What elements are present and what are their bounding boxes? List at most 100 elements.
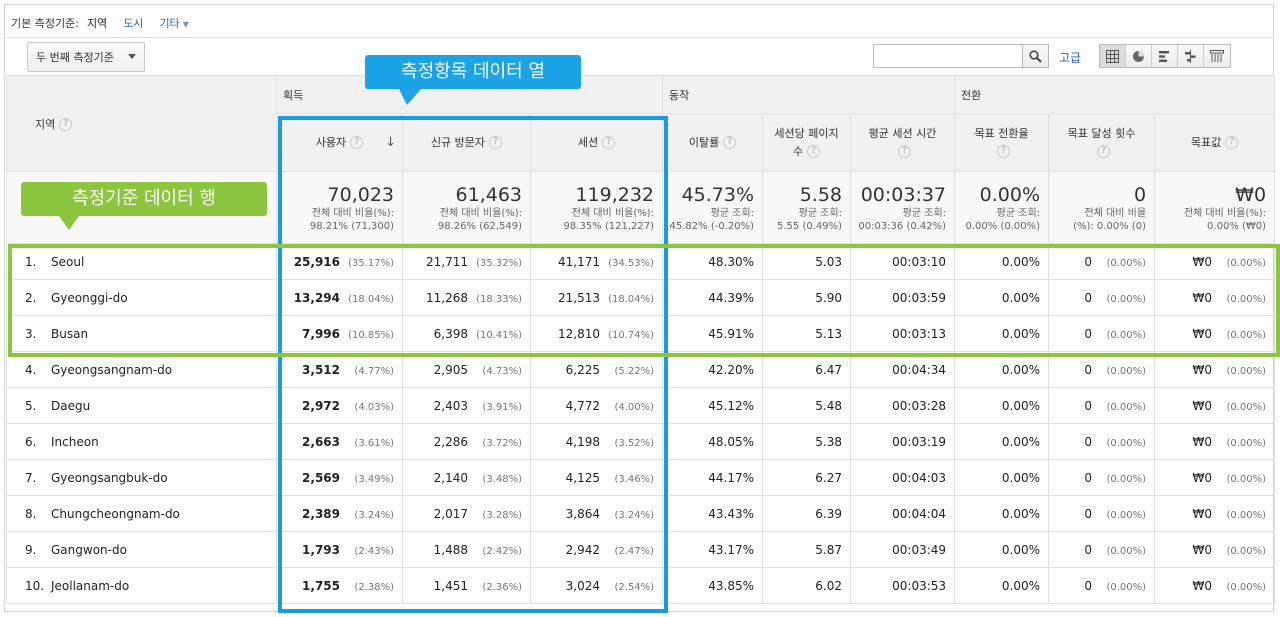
help-icon[interactable]: ? bbox=[1097, 145, 1111, 158]
duration-value: 00:04:04 bbox=[892, 506, 947, 521]
goal-completions-cell: 0 (0.00%) bbox=[1048, 351, 1156, 388]
region-link[interactable]: Gyeongsangnam-do bbox=[51, 362, 173, 377]
new-users-cell: 2,140 (3.48%) bbox=[402, 459, 531, 496]
duration-value: 00:03:49 bbox=[892, 542, 947, 557]
new-users-percent: (2.36%) bbox=[482, 581, 522, 593]
dimension-city-link[interactable]: 도시 bbox=[123, 17, 144, 30]
pages-per-session-cell: 5.87 bbox=[762, 531, 852, 568]
bounce-rate-value: 44.17% bbox=[708, 470, 755, 485]
pages-per-session-cell: 5.03 bbox=[762, 243, 852, 280]
goal-value-cell: ₩0 (0.00%) bbox=[1154, 279, 1276, 316]
users-value: 25,916 bbox=[293, 254, 340, 269]
column-header-sessions[interactable]: 세션? bbox=[529, 113, 664, 172]
goal-rate-cell: 0.00% bbox=[954, 351, 1050, 388]
users-percent: (3.24%) bbox=[354, 509, 394, 521]
help-icon[interactable]: ? bbox=[898, 145, 912, 158]
session-duration-cell: 00:04:04 bbox=[850, 495, 956, 532]
region-cell: 6. Incheon bbox=[6, 423, 277, 460]
grid-icon bbox=[1106, 49, 1119, 63]
region-link[interactable]: Chungcheongnam-do bbox=[51, 506, 180, 521]
pages-value: 5.90 bbox=[815, 290, 843, 305]
region-cell: 1. Seoul bbox=[6, 243, 277, 280]
region-link[interactable]: Gangwon-do bbox=[51, 542, 127, 557]
pages-per-session-cell: 6.02 bbox=[762, 567, 852, 604]
column-header-goal-value[interactable]: 목표값? bbox=[1154, 113, 1276, 172]
bounce-rate-cell: 43.43% bbox=[662, 495, 764, 532]
goal-rate-value: 0.00% bbox=[1001, 542, 1041, 557]
row-index: 10. bbox=[25, 578, 45, 593]
new-users-value: 2,403 bbox=[433, 398, 468, 413]
total-sub-label: 평균 조회: bbox=[902, 207, 947, 219]
users-cell: 2,569 (3.49%) bbox=[276, 459, 403, 496]
pie-view-button[interactable] bbox=[1126, 45, 1152, 67]
duration-value: 00:03:10 bbox=[892, 254, 947, 269]
users-value: 2,663 bbox=[302, 434, 340, 449]
sessions-percent: (2.47%) bbox=[614, 545, 655, 557]
total-sessions: 119,232 전체 대비 비율(%): 98.35% (121,227) bbox=[529, 171, 664, 244]
new-users-cell: 21,711 (35.32%) bbox=[402, 243, 531, 280]
table-search-input[interactable] bbox=[873, 44, 1023, 68]
column-header-users[interactable]: 사용자? ↓ bbox=[276, 113, 403, 172]
column-header-users-label: 사용자 bbox=[315, 135, 347, 149]
new-users-percent: (3.28%) bbox=[482, 509, 522, 521]
total-sub-value: 98.26% (62,549) bbox=[437, 220, 522, 232]
total-sub-label: 전체 대비 비율(%): bbox=[311, 207, 394, 219]
performance-view-button[interactable] bbox=[1152, 45, 1178, 67]
total-sub-value: 98.35% (121,227) bbox=[563, 220, 655, 232]
session-duration-cell: 00:03:10 bbox=[850, 243, 956, 280]
comparison-view-button[interactable] bbox=[1178, 45, 1204, 67]
dimension-row-callout: 측정기준 데이터 행 bbox=[21, 182, 267, 230]
total-value: 5.58 bbox=[799, 183, 843, 206]
goal-rate-cell: 0.00% bbox=[954, 387, 1050, 424]
goal-rate-cell: 0.00% bbox=[954, 495, 1050, 532]
duration-value: 00:03:19 bbox=[892, 434, 947, 449]
column-header-new-users[interactable]: 신규 방문자? bbox=[402, 113, 531, 172]
secondary-dimension-button[interactable]: 두 번째 측정기준 bbox=[27, 42, 145, 72]
search-button[interactable] bbox=[1023, 44, 1049, 68]
region-link[interactable]: Incheon bbox=[51, 434, 99, 449]
help-icon[interactable]: ? bbox=[723, 136, 737, 149]
goal-count-value: 0 bbox=[1084, 290, 1093, 305]
pages-per-session-cell: 6.47 bbox=[762, 351, 852, 388]
column-header-pages-per-session[interactable]: 세션당 페이지 수? bbox=[762, 113, 852, 172]
goal-completions-cell: 0 (0.00%) bbox=[1048, 567, 1156, 604]
total-goal-rate: 0.00% 평균 조회: 0.00% (0.00%) bbox=[954, 171, 1050, 244]
row-index: 1. bbox=[25, 254, 37, 269]
advanced-filter-link[interactable]: 고급 bbox=[1059, 51, 1082, 65]
help-icon[interactable]: ? bbox=[997, 145, 1011, 158]
bounce-rate-cell: 42.20% bbox=[662, 351, 764, 388]
region-link[interactable]: Jeollanam-do bbox=[51, 578, 130, 593]
help-icon[interactable]: ? bbox=[59, 118, 73, 131]
column-header-session-duration[interactable]: 평균 세션 시간? bbox=[850, 113, 956, 172]
region-link[interactable]: Seoul bbox=[51, 254, 85, 269]
column-header-goal-completions[interactable]: 목표 달성 횟수? bbox=[1048, 113, 1156, 172]
row-index: 6. bbox=[25, 434, 37, 449]
new-users-value: 6,398 bbox=[433, 326, 468, 341]
region-link[interactable]: Busan bbox=[51, 326, 89, 341]
column-header-goal-conversion-rate[interactable]: 목표 전환율? bbox=[954, 113, 1050, 172]
total-sub-label: 평균 조회: bbox=[710, 207, 755, 219]
session-duration-cell: 00:03:28 bbox=[850, 387, 956, 424]
region-link[interactable]: Daegu bbox=[51, 398, 91, 413]
help-icon[interactable]: ? bbox=[350, 136, 364, 149]
sessions-percent: (5.22%) bbox=[614, 365, 655, 377]
column-header-bounce-rate[interactable]: 이탈률? bbox=[662, 113, 764, 172]
help-icon[interactable]: ? bbox=[807, 145, 821, 158]
pivot-view-button[interactable] bbox=[1204, 45, 1230, 67]
sessions-cell: 41,171 (34.53%) bbox=[529, 243, 664, 280]
dimension-other-dropdown[interactable]: 기타 ▼ bbox=[159, 15, 188, 31]
help-icon[interactable]: ? bbox=[489, 136, 503, 149]
help-icon[interactable]: ? bbox=[602, 136, 616, 149]
goal-value-percent: (0.00%) bbox=[1226, 329, 1267, 341]
region-link[interactable]: Gyeonggi-do bbox=[51, 290, 128, 305]
column-header-goal-rate-label: 목표 전환율 bbox=[974, 126, 1029, 140]
new-users-percent: (3.48%) bbox=[482, 473, 522, 485]
help-icon[interactable]: ? bbox=[1225, 136, 1239, 149]
pages-per-session-cell: 6.39 bbox=[762, 495, 852, 532]
pages-per-session-cell: 5.48 bbox=[762, 387, 852, 424]
region-link[interactable]: Gyeongsangbuk-do bbox=[51, 470, 168, 485]
goal-rate-cell: 0.00% bbox=[954, 279, 1050, 316]
table-view-button[interactable] bbox=[1100, 45, 1126, 67]
column-header-region[interactable]: 지역? bbox=[6, 75, 277, 172]
goal-rate-cell: 0.00% bbox=[954, 243, 1050, 280]
